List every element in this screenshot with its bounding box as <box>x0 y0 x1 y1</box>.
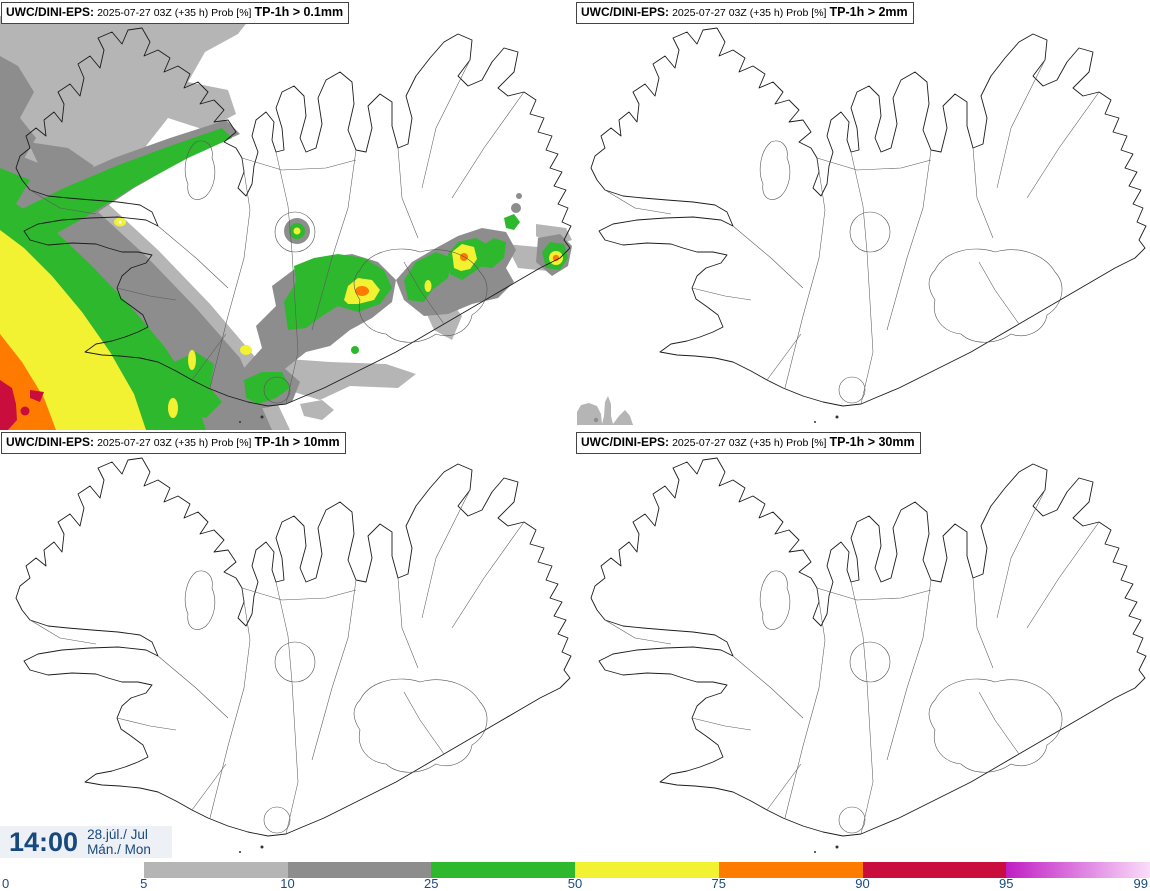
colorbar-tick-label: 0 <box>2 876 10 891</box>
panel-title-2mm: UWC/DINI-EPS: 2025-07-27 03Z (+35 h) Pro… <box>576 2 914 24</box>
colorbar-segment <box>718 862 863 878</box>
threshold-label: TP-1h > 2mm <box>829 5 908 19</box>
valid-time-box: 14:00 28.júl./ Jul Mán./ Mon <box>0 826 172 858</box>
panel-tp-10mm: UWC/DINI-EPS: 2025-07-27 03Z (+35 h) Pro… <box>0 430 575 860</box>
colorbar-tick-label: 5 <box>140 876 148 891</box>
run-info: 2025-07-27 03Z (+35 h) Prob [%] <box>97 7 252 19</box>
model-name: UWC/DINI-EPS: <box>581 5 669 19</box>
model-name: UWC/DINI-EPS: <box>6 435 94 449</box>
valid-day-line: Mán./ Mon <box>87 842 151 857</box>
colorbar-segment <box>575 862 719 878</box>
valid-time: 14:00 <box>9 826 79 857</box>
threshold-label: TP-1h > 0.1mm <box>254 5 344 19</box>
panel-tp-0.1mm: UWC/DINI-EPS: 2025-07-27 03Z (+35 h) Pro… <box>0 0 575 430</box>
probability-overlay-0.1mm <box>0 16 572 430</box>
colorbar-tick-label: 50 <box>567 876 583 891</box>
colorbar-segment <box>1006 862 1150 878</box>
panel-tp-2mm: UWC/DINI-EPS: 2025-07-27 03Z (+35 h) Pro… <box>575 0 1150 430</box>
colorbar-tick-label: 99 <box>1133 876 1148 891</box>
run-info: 2025-07-27 03Z (+35 h) Prob [%] <box>672 7 827 19</box>
panel-tp-30mm: UWC/DINI-EPS: 2025-07-27 03Z (+35 h) Pro… <box>575 430 1150 860</box>
colorbar-tick-labels: 0 5 10 25 50 75 90 95 99 <box>0 876 1150 891</box>
colorbar-tick-label: 10 <box>280 876 295 891</box>
iceland-map-30mm <box>590 443 1147 854</box>
run-info: 2025-07-27 03Z (+35 h) Prob [%] <box>672 437 827 449</box>
colorbar-segment <box>0 862 144 878</box>
panel-title-10mm: UWC/DINI-EPS: 2025-07-27 03Z (+35 h) Pro… <box>1 432 346 454</box>
colorbar-tick-label: 90 <box>855 876 870 891</box>
probability-overlay-2mm <box>577 396 633 425</box>
model-name: UWC/DINI-EPS: <box>581 435 669 449</box>
iceland-map-2mm <box>577 13 1147 425</box>
colorbar-tick-label: 25 <box>424 876 439 891</box>
colorbar-tick-label: 95 <box>999 876 1014 891</box>
run-info: 2025-07-27 03Z (+35 h) Prob [%] <box>97 437 252 449</box>
colorbar-segment <box>287 862 432 878</box>
probability-colorbar <box>0 862 1150 878</box>
colorbar-segment <box>143 862 288 878</box>
iceland-map-0.1mm <box>0 13 572 430</box>
valid-date-line: 28.júl./ Jul <box>87 827 148 842</box>
panel-title-30mm: UWC/DINI-EPS: 2025-07-27 03Z (+35 h) Pro… <box>576 432 921 454</box>
colorbar-segment <box>431 862 575 878</box>
colorbar-tick-label: 75 <box>711 876 726 891</box>
threshold-label: TP-1h > 10mm <box>254 435 340 449</box>
model-name: UWC/DINI-EPS: <box>6 5 94 19</box>
iceland-map-10mm <box>15 443 572 854</box>
panel-title-0.1mm: UWC/DINI-EPS: 2025-07-27 03Z (+35 h) Pro… <box>1 2 350 24</box>
colorbar-segment <box>862 862 1007 878</box>
threshold-label: TP-1h > 30mm <box>829 435 915 449</box>
valid-date: 28.júl./ Jul Mán./ Mon <box>87 827 151 857</box>
